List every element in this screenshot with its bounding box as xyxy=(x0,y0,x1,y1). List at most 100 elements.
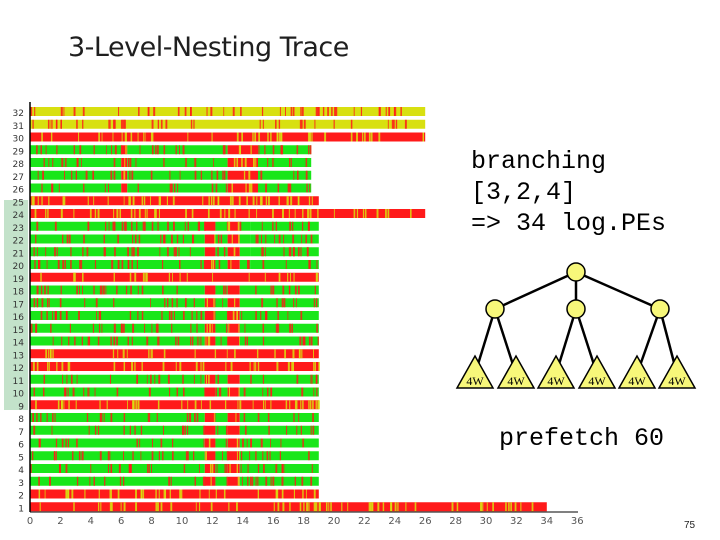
trace-segment xyxy=(215,247,228,257)
trace-tick xyxy=(171,323,173,333)
trace-tick xyxy=(132,451,134,461)
trace-segment xyxy=(215,323,228,333)
y-tick-label: 31 xyxy=(13,122,24,132)
trace-tick xyxy=(268,425,270,435)
trace-segment xyxy=(204,221,216,231)
trace-tick xyxy=(297,196,300,206)
trace-tick xyxy=(179,272,181,282)
trace-tick xyxy=(113,323,116,333)
trace-tick xyxy=(101,323,103,333)
trace-tick xyxy=(283,234,285,244)
trace-tick xyxy=(378,132,381,142)
x-tick-label: 20 xyxy=(328,516,341,527)
trace-tick xyxy=(79,145,82,155)
trace-tick xyxy=(233,247,236,257)
trace-tick xyxy=(256,196,258,206)
trace-segment xyxy=(204,387,216,397)
trace-tick xyxy=(211,183,214,193)
trace-segment xyxy=(30,119,426,129)
trace-segment xyxy=(239,285,319,295)
trace-tick xyxy=(37,170,39,180)
trace-tick xyxy=(234,349,236,359)
trace-tick xyxy=(79,260,81,269)
x-tick-label: 24 xyxy=(388,516,401,527)
trace-tick xyxy=(274,234,276,244)
tree-leaf-label: 4W xyxy=(507,374,525,388)
trace-tick xyxy=(94,260,97,269)
trace-tick xyxy=(87,336,90,346)
trace-tick xyxy=(314,119,316,129)
trace-tick xyxy=(395,119,398,129)
trace-tick xyxy=(278,272,281,282)
trace-tick xyxy=(214,349,217,359)
trace-tick xyxy=(144,221,146,231)
trace-tick xyxy=(59,311,62,320)
trace-tick xyxy=(262,336,265,346)
trace-tick xyxy=(315,107,317,116)
trace-tick xyxy=(118,464,121,473)
trace-tick xyxy=(176,387,179,397)
trace-tick xyxy=(341,502,343,512)
trace-tick xyxy=(129,170,131,180)
trace-tick xyxy=(64,387,67,397)
trace-segment xyxy=(227,221,240,231)
trace-tick xyxy=(309,183,311,193)
trace-tick xyxy=(168,272,171,282)
x-tick-label: 34 xyxy=(540,516,553,527)
trace-segment xyxy=(204,298,216,308)
trace-tick xyxy=(41,298,44,308)
trace-tick xyxy=(241,311,243,320)
trace-tick xyxy=(315,502,318,512)
trace-tick xyxy=(243,413,246,422)
trace-tick xyxy=(75,400,77,410)
trace-segment xyxy=(30,145,122,155)
trace-tick xyxy=(54,221,57,231)
trace-segment xyxy=(239,425,319,435)
trace-tick xyxy=(255,451,257,461)
trace-tick xyxy=(289,285,291,295)
trace-tick xyxy=(397,502,399,512)
trace-tick xyxy=(50,119,52,129)
trace-segment xyxy=(239,247,251,257)
trace-tick xyxy=(148,464,150,473)
trace-tick xyxy=(82,285,83,295)
trace-tick xyxy=(330,502,332,512)
trace-tick xyxy=(38,489,41,499)
trace-tick xyxy=(84,489,86,499)
trace-tick xyxy=(302,438,304,448)
trace-tick xyxy=(265,196,268,206)
y-tick-label: 11 xyxy=(13,377,24,387)
trace-tick xyxy=(275,323,278,333)
trace-tick xyxy=(212,196,215,206)
trace-tick xyxy=(164,234,165,244)
trace-tick xyxy=(37,298,39,308)
trace-tick xyxy=(382,502,385,512)
trace-tick xyxy=(394,107,397,116)
trace-tick xyxy=(124,221,126,231)
trace-tick xyxy=(176,298,178,308)
trace-tick xyxy=(111,260,114,269)
trace-tick xyxy=(70,260,72,269)
trace-tick xyxy=(131,221,133,231)
trace-tick xyxy=(316,387,318,397)
background-shape xyxy=(4,200,28,410)
trace-tick xyxy=(142,489,145,499)
trace-tick xyxy=(249,476,252,486)
trace-tick xyxy=(243,170,246,180)
trace-tick xyxy=(264,247,266,257)
trace-tick xyxy=(208,489,210,499)
tree-edge xyxy=(575,270,661,311)
trace-tick xyxy=(208,196,210,206)
trace-tick xyxy=(312,425,315,435)
trace-tick xyxy=(296,374,299,384)
trace-tick xyxy=(400,107,402,116)
trace-tick xyxy=(170,183,173,193)
trace-segment xyxy=(239,476,319,486)
trace-tick xyxy=(266,387,269,397)
trace-tick xyxy=(299,336,302,346)
trace-tick xyxy=(207,336,210,346)
trace-tick xyxy=(253,158,255,167)
trace-tick xyxy=(52,349,54,359)
trace-tick xyxy=(94,209,97,218)
trace-tick xyxy=(267,196,270,206)
